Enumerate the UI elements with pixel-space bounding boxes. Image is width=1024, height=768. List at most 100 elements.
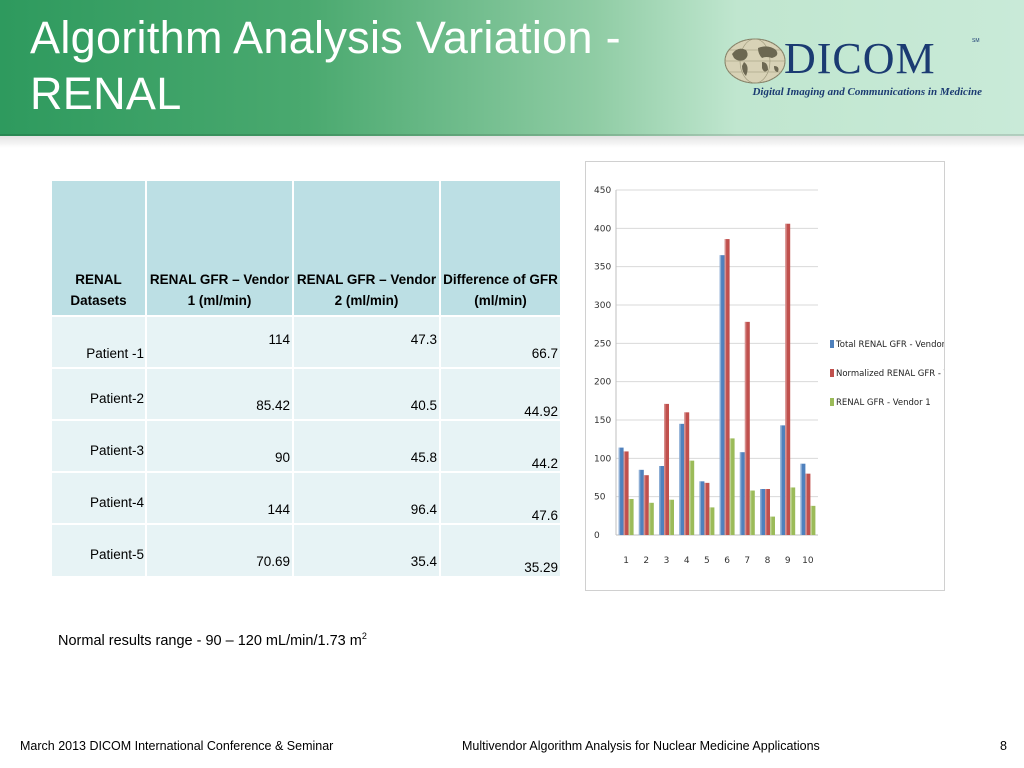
bar-2: [623, 451, 629, 535]
x-tick-label: 6: [724, 556, 730, 566]
header-datasets: RENAL Datasets: [52, 181, 147, 316]
bar-highlight: [810, 505, 812, 535]
logo-wordmark: DICOM: [784, 34, 936, 83]
bar-highlight: [729, 438, 732, 535]
globe-icon: [724, 38, 786, 84]
footer-presentation-title: Multivendor Algorithm Analysis for Nucle…: [462, 739, 820, 753]
cell-vendor1: 85.42: [146, 367, 294, 420]
bar-2: [684, 412, 690, 535]
bar-3: [689, 460, 695, 535]
title-banner: Algorithm Analysis Variation - RENAL DIC…: [0, 0, 1024, 136]
y-tick-label: 0: [594, 531, 600, 541]
y-tick-label: 350: [594, 263, 611, 273]
bar-highlight: [785, 223, 787, 535]
legend-swatch: [830, 398, 834, 406]
bar-2: [664, 403, 669, 535]
cell-difference: 35.29: [440, 523, 560, 576]
bar-highlight: [699, 481, 701, 535]
cell-vendor1: 70.69: [146, 523, 294, 576]
bar-3: [749, 490, 755, 535]
header-vendor2: RENAL GFR – Vendor 2 (ml/min): [293, 181, 441, 316]
bar-2: [785, 223, 791, 535]
x-tick-label: 1: [623, 556, 629, 566]
cell-dataset: Patient-5: [52, 523, 147, 576]
bar-3: [669, 499, 674, 535]
bar-1: [800, 463, 806, 535]
bar-3: [810, 505, 816, 535]
bar-1: [719, 255, 725, 535]
cell-vendor2: 40.5: [293, 367, 441, 420]
bar-highlight: [628, 498, 631, 535]
normal-range-note: Normal results range - 90 – 120 mL/min/1…: [58, 631, 367, 649]
bar-2: [704, 482, 710, 535]
bar-highlight: [648, 502, 651, 535]
bar-highlight: [749, 490, 752, 535]
cell-dataset: Patient -1: [52, 315, 147, 368]
y-tick-label: 150: [594, 416, 611, 426]
cell-vendor2: 35.4: [293, 523, 441, 576]
table-row: Patient-3 90 45.8 44.2: [52, 419, 560, 472]
bar-1: [739, 452, 745, 535]
trademark-mark: SM: [972, 38, 980, 44]
bar-highlight: [669, 499, 671, 535]
cell-dataset: Patient-3: [52, 419, 147, 472]
bar-highlight: [664, 403, 666, 535]
x-tick-label: 4: [684, 556, 690, 566]
chart-canvas: 0 50 100 150 200 250 300 350 400 450 1 2 3 4 5 6 7 8 9 10 To…: [594, 186, 944, 566]
bar-highlight: [704, 482, 706, 535]
bar-highlight: [679, 423, 681, 535]
bar-highlight: [765, 489, 767, 535]
bar-3: [709, 507, 715, 535]
x-tick-label: 8: [765, 556, 771, 566]
bar-highlight: [760, 489, 762, 535]
bar-3: [790, 487, 796, 535]
header-difference: Difference of GFR (ml/min): [440, 181, 560, 316]
legend-label: Total RENAL GFR - Vendor 2: [835, 340, 944, 350]
bar-1: [659, 466, 664, 535]
cell-vendor2: 45.8: [293, 419, 441, 472]
bar-2: [744, 321, 750, 535]
dicom-logo: DICOM SM Digital Imaging and Communicati…: [724, 32, 986, 104]
y-tick-label: 50: [594, 493, 606, 503]
slide-title: Algorithm Analysis Variation - RENAL: [30, 12, 621, 119]
bar-3: [770, 516, 775, 535]
cell-dataset: Patient-4: [52, 471, 147, 524]
legend-swatch: [830, 340, 834, 348]
cell-vendor2: 47.3: [293, 315, 441, 368]
table-row: Patient-4 144 96.4 47.6: [52, 471, 560, 524]
bar-highlight: [659, 466, 661, 535]
y-tick-label: 100: [594, 454, 611, 464]
bar-1: [760, 489, 765, 535]
cell-difference: 47.6: [440, 471, 560, 524]
bar-highlight: [719, 255, 722, 535]
bar-3: [648, 502, 654, 535]
bar-2: [765, 489, 770, 535]
bar-highlight: [643, 475, 646, 535]
y-tick-label: 450: [594, 186, 611, 196]
bar-highlight: [724, 239, 727, 536]
gfr-bar-chart: 0 50 100 150 200 250 300 350 400 450 1 2 3 4 5 6 7 8 9 10 To…: [585, 161, 945, 591]
cell-vendor1: 144: [146, 471, 294, 524]
y-tick-label: 200: [594, 378, 611, 388]
y-tick-label: 400: [594, 224, 611, 234]
table-header-row: RENAL Datasets RENAL GFR – Vendor 1 (ml/…: [52, 181, 560, 316]
cell-vendor1: 90: [146, 419, 294, 472]
table-row: Patient-5 70.69 35.4 35.29: [52, 523, 560, 576]
bar-highlight: [638, 469, 641, 535]
bar-1: [699, 481, 705, 535]
bar-highlight: [684, 412, 686, 535]
unit-superscript: 2: [361, 631, 367, 642]
x-tick-label: 7: [744, 556, 750, 566]
x-tick-label: 5: [704, 556, 710, 566]
bar-1: [780, 425, 786, 535]
bar-highlight: [623, 451, 626, 535]
footer-conference: March 2013 DICOM International Conferenc…: [20, 739, 334, 753]
x-tick-label: 2: [643, 556, 649, 566]
cell-difference: 44.92: [440, 367, 560, 420]
gfr-table: RENAL Datasets RENAL GFR – Vendor 1 (ml/…: [52, 181, 560, 576]
cell-difference: 66.7: [440, 315, 560, 368]
bar-1: [679, 423, 685, 535]
bar-highlight: [800, 463, 802, 535]
normal-range-text: Normal results range - 90 – 120 mL/min/1…: [58, 633, 362, 649]
bar-highlight: [805, 473, 807, 535]
